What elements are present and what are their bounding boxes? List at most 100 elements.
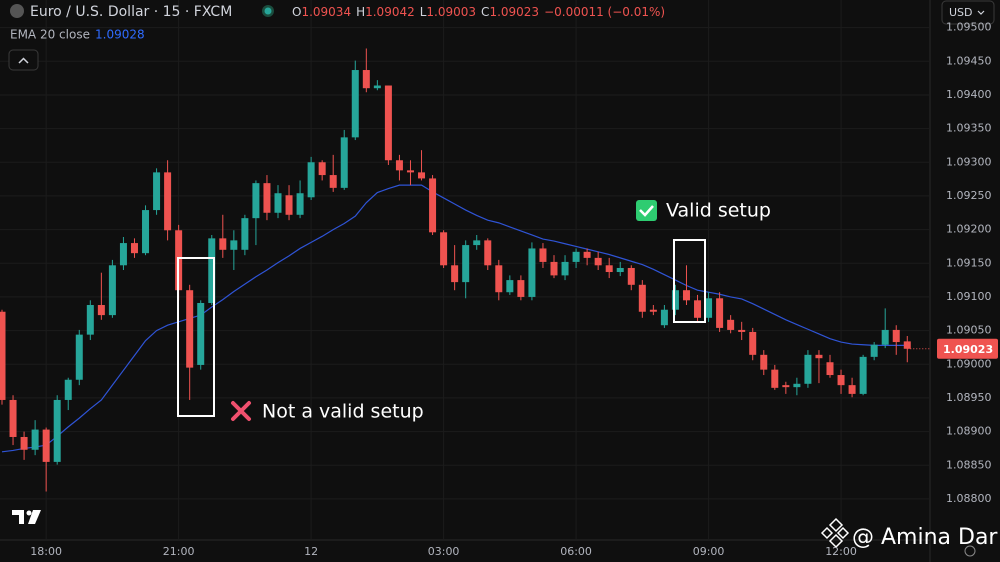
- candle-body: [605, 265, 613, 273]
- candle-body: [186, 290, 194, 368]
- candle-body: [219, 238, 227, 250]
- candle-body: [506, 280, 514, 293]
- candle-body: [671, 290, 679, 310]
- watermark: @ Amina Dar: [852, 525, 998, 550]
- candle-body: [815, 354, 823, 359]
- candle-body: [572, 251, 580, 262]
- candle-body: [528, 248, 536, 297]
- candle-body: [859, 356, 867, 394]
- h-label: H: [356, 5, 365, 19]
- l-label: L: [420, 5, 427, 19]
- candle-body: [75, 334, 83, 380]
- candle-body: [406, 170, 414, 173]
- chart-title: Euro / U.S. Dollar · 15 · FXCM: [30, 4, 232, 20]
- candle-body: [451, 265, 459, 283]
- setup-box: [673, 239, 706, 323]
- candle-body: [749, 331, 757, 355]
- header: Euro / U.S. Dollar · 15 · FXCM O1.09034 H…: [8, 4, 665, 71]
- candle-body: [351, 70, 359, 138]
- y-tick-label: 1.09500: [946, 21, 992, 34]
- x-tick-label: 18:00: [30, 545, 62, 558]
- candle-body: [31, 429, 39, 450]
- ema-value: 1.09028: [95, 28, 145, 42]
- candle-body: [384, 85, 392, 161]
- collapse-icon: [18, 57, 29, 64]
- y-tick-label: 1.08850: [946, 458, 992, 471]
- symbol-icon: [10, 4, 24, 18]
- x-tick-label: 09:00: [693, 545, 725, 558]
- y-tick-label: 1.09450: [946, 54, 992, 67]
- candle-body: [550, 261, 558, 276]
- settings-icon: [964, 545, 976, 557]
- candle-body: [20, 436, 28, 450]
- candle-body: [682, 290, 690, 301]
- currency-button[interactable]: [941, 0, 995, 25]
- candle-body: [64, 379, 72, 400]
- logo-part: [26, 510, 32, 516]
- candle-body: [705, 298, 713, 318]
- y-tick-label: 1.09350: [946, 122, 992, 135]
- candle-body: [616, 267, 624, 273]
- ema-label: EMA 20 close: [10, 28, 90, 42]
- candle-body: [649, 309, 657, 312]
- candle-body: [9, 399, 17, 437]
- candle-body: [495, 265, 503, 293]
- candle-body: [561, 261, 569, 276]
- candle-body: [837, 375, 845, 386]
- candle-body: [760, 354, 768, 370]
- l-value: 1.09003: [426, 5, 476, 19]
- logo-part: [12, 510, 24, 524]
- candle-body: [583, 251, 591, 258]
- candle-body: [362, 70, 370, 89]
- annotation-text: Not a valid setup: [262, 401, 424, 423]
- candle-body: [782, 385, 790, 388]
- y-tick-label: 1.09000: [946, 357, 992, 370]
- candle-body: [484, 240, 492, 266]
- candle-body: [429, 178, 437, 233]
- candle-body: [848, 385, 856, 394]
- logo-part: [28, 510, 41, 524]
- annotation-valid: Valid setup: [636, 200, 771, 323]
- candle-body: [473, 240, 481, 246]
- candle-body: [804, 354, 812, 384]
- candle-body: [395, 160, 403, 171]
- setup-box: [177, 257, 215, 417]
- candle-body: [627, 267, 635, 285]
- currency: USD: [949, 6, 973, 19]
- y-tick-label: 1.09200: [946, 223, 992, 236]
- x-tick-label: 21:00: [163, 545, 195, 558]
- check-icon: [639, 205, 654, 217]
- y-tick-label: 1.09400: [946, 88, 992, 101]
- candle-body: [539, 248, 547, 262]
- check-icon-bg: [636, 200, 657, 221]
- candle-body: [119, 243, 127, 266]
- x-tick-label: 12:00: [825, 545, 857, 558]
- y-tick-label: 1.08950: [946, 391, 992, 404]
- status-dot: [264, 7, 272, 15]
- candle-body: [727, 319, 735, 330]
- candle-body: [340, 137, 348, 188]
- candle-body: [274, 193, 282, 213]
- candle-body: [230, 240, 238, 250]
- y-tick-label: 1.09300: [946, 155, 992, 168]
- x-tick-label: 12: [304, 545, 318, 558]
- candle-body: [793, 383, 801, 388]
- candle-body: [0, 311, 6, 400]
- candle-body: [694, 300, 702, 318]
- candle-body: [42, 429, 50, 462]
- change: −0.00011 (−0.01%): [544, 5, 665, 19]
- candle-body: [285, 195, 293, 215]
- candle-body: [318, 162, 326, 176]
- c-label: C: [481, 5, 489, 19]
- candle-body: [97, 305, 105, 316]
- y-tick-label: 1.08900: [946, 425, 992, 438]
- candle-body: [329, 175, 337, 188]
- x-tick-label: 03:00: [428, 545, 460, 558]
- annotation-text: Valid setup: [666, 200, 771, 222]
- collapse-button[interactable]: [8, 49, 39, 71]
- watermark-icon: [820, 517, 850, 549]
- o-label: O: [292, 5, 301, 19]
- x-tick-label: 06:00: [560, 545, 592, 558]
- candle-body: [771, 369, 779, 388]
- candle-body: [130, 243, 138, 254]
